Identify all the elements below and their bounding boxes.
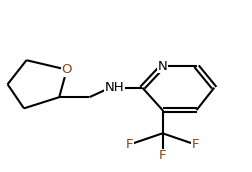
Text: NH: NH bbox=[105, 81, 124, 94]
Text: F: F bbox=[126, 138, 134, 151]
Text: F: F bbox=[159, 149, 166, 162]
Text: F: F bbox=[192, 138, 199, 151]
Text: N: N bbox=[158, 60, 167, 73]
Text: O: O bbox=[61, 63, 72, 76]
